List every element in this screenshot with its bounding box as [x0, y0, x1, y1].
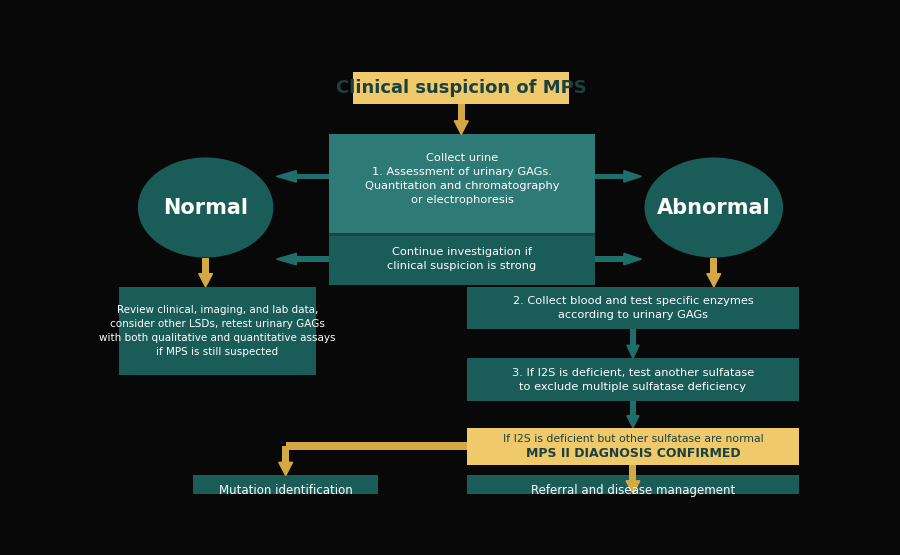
FancyBboxPatch shape — [328, 233, 595, 236]
Text: Collect urine
1. Assessment of urinary GAGs.
Quantitation and chromatography
or : Collect urine 1. Assessment of urinary G… — [364, 153, 559, 205]
FancyBboxPatch shape — [710, 258, 717, 274]
Polygon shape — [276, 170, 296, 182]
FancyBboxPatch shape — [630, 401, 636, 416]
Text: If I2S is deficient but other sulfatase are normal: If I2S is deficient but other sulfatase … — [502, 434, 763, 445]
FancyBboxPatch shape — [467, 287, 798, 329]
FancyBboxPatch shape — [629, 465, 636, 481]
FancyBboxPatch shape — [296, 256, 328, 262]
Text: Referral and disease management: Referral and disease management — [531, 485, 735, 497]
FancyBboxPatch shape — [328, 236, 595, 285]
Polygon shape — [279, 462, 292, 476]
Text: Continue investigation if
clinical suspicion is strong: Continue investigation if clinical suspi… — [387, 247, 536, 271]
Polygon shape — [626, 345, 639, 359]
Text: Normal: Normal — [163, 198, 248, 218]
FancyBboxPatch shape — [283, 446, 289, 462]
FancyBboxPatch shape — [202, 258, 209, 274]
Text: Abnormal: Abnormal — [657, 198, 770, 218]
Text: Review clinical, imaging, and lab data,
consider other LSDs, retest urinary GAGs: Review clinical, imaging, and lab data, … — [99, 305, 336, 357]
Text: 2. Collect blood and test specific enzymes
according to urinary GAGs: 2. Collect blood and test specific enzym… — [513, 296, 753, 320]
FancyBboxPatch shape — [630, 329, 636, 345]
Ellipse shape — [644, 158, 783, 258]
Polygon shape — [454, 121, 468, 134]
FancyBboxPatch shape — [467, 428, 798, 465]
FancyBboxPatch shape — [296, 174, 328, 179]
Ellipse shape — [138, 158, 274, 258]
Polygon shape — [276, 253, 296, 265]
FancyBboxPatch shape — [328, 134, 595, 234]
FancyBboxPatch shape — [458, 104, 464, 121]
Text: 3. If I2S is deficient, test another sulfatase
to exclude multiple sulfatase def: 3. If I2S is deficient, test another sul… — [512, 367, 754, 392]
Polygon shape — [624, 253, 642, 265]
Text: MPS II DIAGNOSIS CONFIRMED: MPS II DIAGNOSIS CONFIRMED — [526, 447, 741, 460]
Polygon shape — [626, 416, 639, 428]
Text: Mutation identification: Mutation identification — [219, 485, 353, 497]
Polygon shape — [624, 170, 642, 182]
FancyBboxPatch shape — [595, 256, 624, 262]
FancyBboxPatch shape — [467, 476, 798, 506]
FancyBboxPatch shape — [120, 287, 316, 375]
Polygon shape — [706, 274, 721, 287]
FancyBboxPatch shape — [467, 359, 798, 401]
Polygon shape — [199, 274, 212, 287]
FancyBboxPatch shape — [194, 476, 378, 506]
FancyBboxPatch shape — [354, 72, 569, 104]
Polygon shape — [626, 481, 640, 494]
FancyBboxPatch shape — [595, 174, 624, 179]
FancyBboxPatch shape — [285, 442, 467, 450]
Text: Clinical suspicion of MPS: Clinical suspicion of MPS — [336, 79, 587, 97]
